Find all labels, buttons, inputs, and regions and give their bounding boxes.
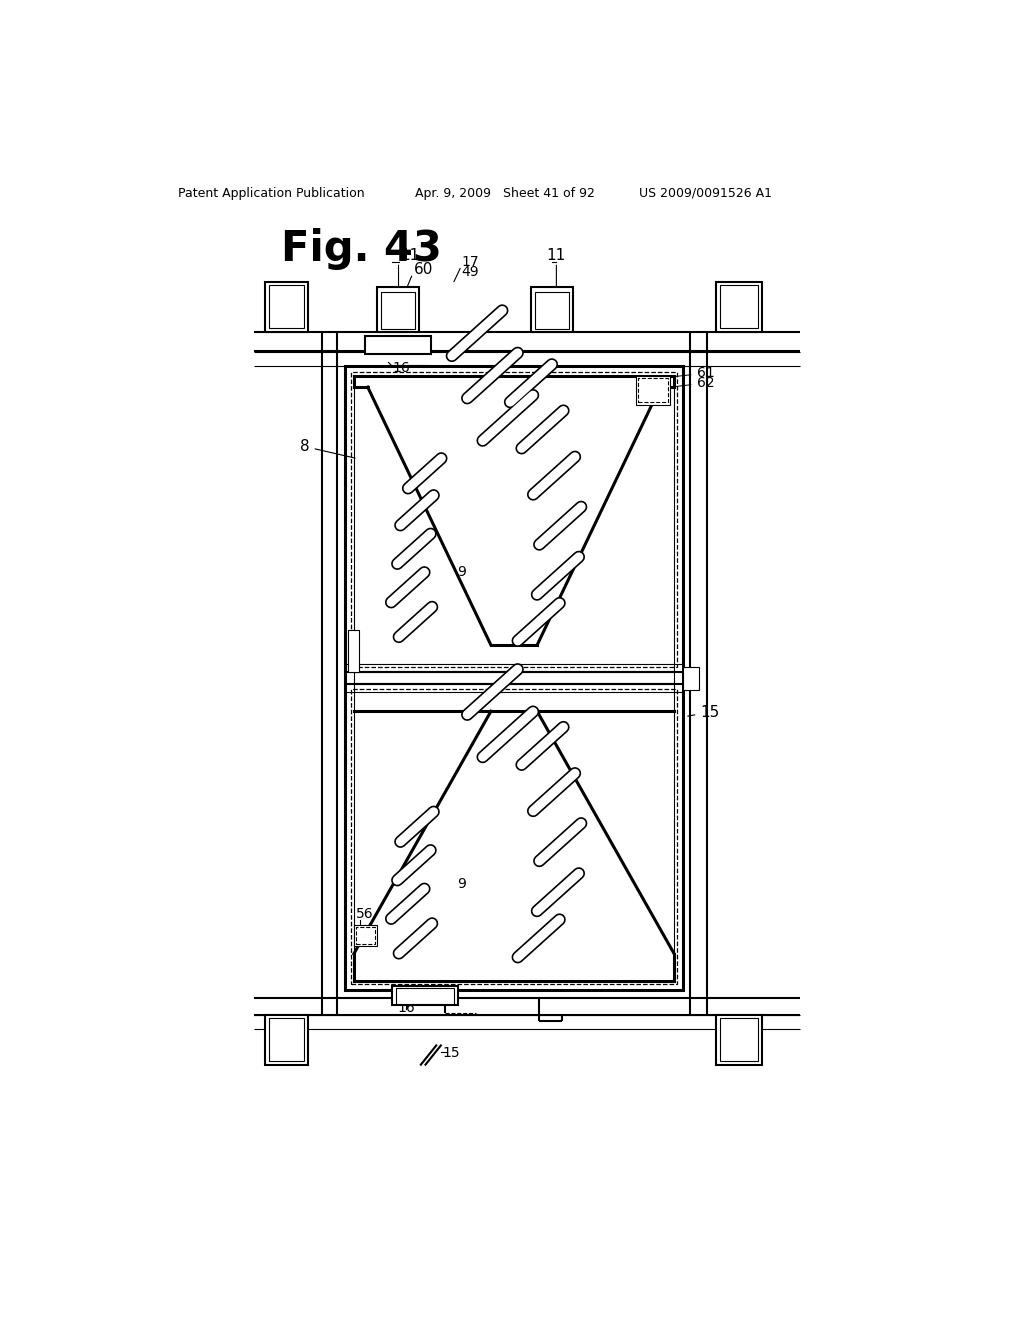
Text: 11: 11	[547, 248, 565, 263]
Bar	[720, 1019, 758, 1061]
Text: 11: 11	[400, 248, 419, 263]
Bar	[381, 292, 416, 329]
Bar	[345, 367, 683, 990]
Text: 49: 49	[462, 265, 479, 280]
Text: 61: 61	[673, 366, 715, 380]
Bar	[531, 286, 573, 331]
Bar	[535, 292, 569, 329]
Text: 9: 9	[458, 565, 466, 578]
Bar	[269, 285, 304, 327]
Text: US 2009/0091526 A1: US 2009/0091526 A1	[639, 187, 772, 199]
Bar	[265, 281, 307, 331]
Bar	[636, 376, 671, 405]
Bar	[269, 1019, 304, 1061]
Bar	[356, 927, 375, 944]
Text: 8: 8	[300, 440, 355, 458]
Text: Apr. 9, 2009   Sheet 41 of 92: Apr. 9, 2009 Sheet 41 of 92	[416, 187, 595, 199]
Text: 62: 62	[673, 376, 714, 391]
Bar	[351, 372, 677, 668]
Bar	[354, 924, 377, 946]
Text: 60: 60	[414, 261, 433, 277]
Text: 16: 16	[392, 362, 410, 375]
Bar	[348, 630, 359, 672]
Text: 15: 15	[688, 705, 720, 719]
Bar	[377, 286, 419, 331]
Bar	[638, 378, 668, 403]
Bar	[351, 689, 677, 983]
Text: Patent Application Publication: Patent Application Publication	[178, 187, 365, 199]
Text: Fig. 43: Fig. 43	[281, 227, 441, 269]
Bar	[716, 1015, 762, 1065]
Bar	[392, 986, 458, 1006]
Bar	[720, 285, 758, 327]
Text: 17: 17	[462, 255, 479, 269]
Text: 16: 16	[397, 1001, 415, 1015]
Bar	[683, 667, 698, 689]
Bar	[396, 989, 454, 1003]
Bar	[366, 335, 431, 354]
Bar	[265, 1015, 307, 1065]
Text: 56: 56	[356, 907, 374, 921]
Text: 15: 15	[442, 1045, 460, 1060]
Text: 9: 9	[458, 878, 466, 891]
Bar	[354, 376, 674, 981]
Bar	[716, 281, 762, 331]
